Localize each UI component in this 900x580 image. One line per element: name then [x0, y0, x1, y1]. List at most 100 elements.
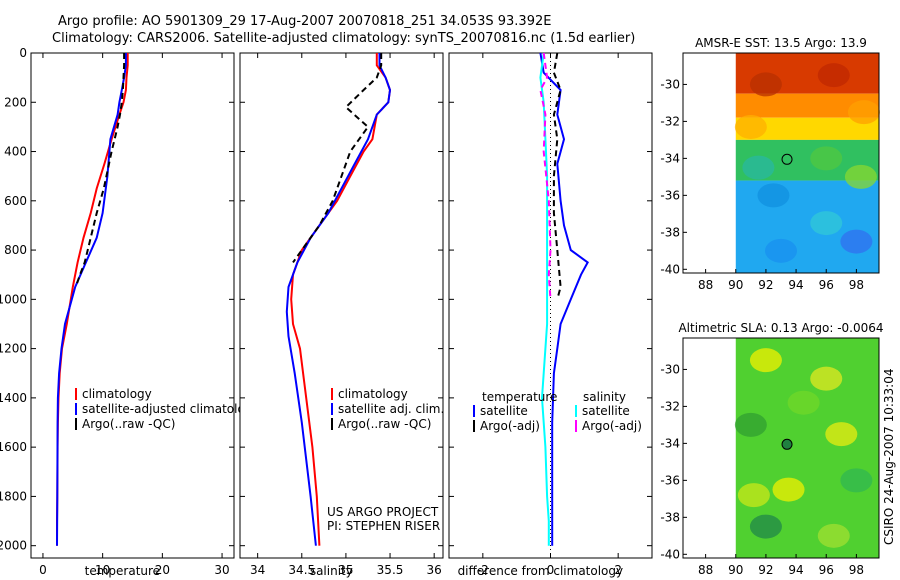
sst-map-panel: AMSR-E SST: 13.5 Argo: 13.9 88 90 92 94 96 98 -…: [660, 36, 880, 292]
x-tick-label: 94: [788, 278, 803, 292]
x-tick-label: 0: [547, 563, 555, 577]
map-texture-blob: [810, 211, 843, 236]
map-color-zone: [735, 180, 879, 273]
y-tick-label: 600: [4, 194, 27, 208]
map-texture-blob: [840, 229, 873, 254]
x-tick-label: 20: [155, 563, 170, 577]
y-tick-label: -38: [660, 225, 680, 239]
y-tick-label: -34: [660, 151, 680, 165]
x-tick-label: -2: [477, 563, 489, 577]
map-texture-blob: [749, 514, 782, 539]
x-tick-label: 90: [728, 278, 743, 292]
map-title: AMSR-E SST: 13.5 Argo: 13.9: [695, 36, 867, 50]
y-tick-label: 0: [19, 46, 27, 60]
y-tick-label: 2000: [0, 539, 27, 553]
series-line-magenta: [539, 52, 552, 300]
legend-entry: Argo(-adj): [582, 419, 642, 433]
y-tick-label: -36: [660, 473, 680, 487]
y-tick-label: 1400: [0, 391, 27, 405]
x-tick-label: 94: [788, 563, 803, 577]
legend-entry: satellite: [582, 404, 630, 418]
series-line-blue: [539, 52, 589, 546]
y-tick-label: -30: [660, 77, 680, 91]
x-tick-label: 36: [427, 563, 442, 577]
map-texture-blob: [772, 477, 805, 502]
y-tick-label: 400: [4, 145, 27, 159]
x-tick-label: 0: [39, 563, 47, 577]
map-texture-blob: [817, 63, 850, 88]
x-tick-label: 88: [698, 278, 713, 292]
argo-position-marker: [781, 438, 793, 450]
plot-frame: [30, 52, 235, 559]
map-texture-blob: [810, 146, 843, 171]
y-tick-label: 1000: [0, 292, 27, 306]
x-tick-label: 35.5: [377, 563, 404, 577]
x-tick-label: 96: [819, 278, 834, 292]
legend-title-temperature: temperature: [482, 390, 557, 404]
map-texture-blob: [737, 483, 770, 508]
side-timestamp-label: CSIRO 24-Aug-2007 10:33:04: [882, 369, 896, 545]
x-tick-label: 98: [849, 278, 864, 292]
legend-title-salinity: salinity: [583, 390, 626, 404]
map-texture-blob: [810, 366, 843, 391]
y-tick-label: -40: [660, 262, 680, 276]
map-texture-blob: [757, 183, 790, 208]
y-tick-label: -30: [660, 362, 680, 376]
x-tick-label: 92: [758, 563, 773, 577]
map-color-zone: [735, 117, 879, 140]
map-texture-blob: [817, 523, 850, 548]
map-texture-blob: [844, 164, 877, 189]
x-tick-label: 35: [338, 563, 353, 577]
map-texture-blob: [847, 100, 880, 125]
y-tick-label: -38: [660, 510, 680, 524]
map-texture-blob: [734, 412, 767, 437]
header-line-1: Argo profile: AO 5901309_29 17-Aug-2007 …: [58, 14, 551, 29]
legend-entry: climatology: [338, 387, 408, 401]
map-texture-blob: [749, 348, 782, 373]
series-line-black: [292, 53, 383, 263]
plot-frame: [239, 52, 444, 559]
legend-entry: climatology: [82, 387, 152, 401]
map-frame: [682, 52, 880, 274]
map-texture-blob: [742, 155, 775, 180]
sla-map-panel: Altimetric SLA: 0.13 Argo: -0.0064 88 90 92…: [660, 321, 883, 577]
map-texture-blob: [787, 390, 820, 415]
map-frame: [682, 337, 880, 559]
x-tick-label: 2: [614, 563, 622, 577]
x-axis-label: difference from climatology: [458, 564, 624, 578]
map-texture-blob: [840, 468, 873, 493]
y-tick-label: 800: [4, 243, 27, 257]
y-tick-label: -36: [660, 188, 680, 202]
x-tick-label: 30: [214, 563, 229, 577]
y-tick-label: 200: [4, 95, 27, 109]
legend-entry: satellite-adjusted climatology: [82, 402, 260, 416]
y-tick-label: -32: [660, 399, 680, 413]
x-axis-label: temperature: [85, 564, 160, 578]
y-tick-label: 1800: [0, 489, 27, 503]
x-tick-label: 88: [698, 563, 713, 577]
legend-entry: Argo(..raw -QC): [82, 417, 175, 431]
map-texture-blob: [765, 238, 797, 263]
project-annotation: PI: STEPHEN RISER: [327, 519, 440, 533]
header-line-2: Climatology: CARS2006. Satellite-adjuste…: [52, 31, 635, 46]
map-texture-blob: [749, 72, 782, 97]
map-title: Altimetric SLA: 0.13 Argo: -0.0064: [678, 321, 883, 335]
series-line-blue: [285, 53, 392, 546]
legend-entry: Argo(-adj): [480, 419, 540, 433]
map-texture-blob: [734, 114, 767, 139]
x-tick-label: 92: [758, 278, 773, 292]
series-line-blue: [56, 53, 127, 546]
x-axis-label: salinity: [310, 564, 353, 578]
salinity-profile-panel: 34 34.5 35 35.5 36 salinity climatologysatelli…: [239, 52, 444, 578]
y-tick-label: 1600: [0, 440, 27, 454]
x-tick-label: 10: [95, 563, 110, 577]
x-tick-label: 90: [728, 563, 743, 577]
y-tick-label: 1200: [0, 342, 27, 356]
legend-entry: Argo(..raw -QC): [338, 417, 431, 431]
x-tick-label: 98: [849, 563, 864, 577]
y-tick-label: -32: [660, 114, 680, 128]
map-texture-blob: [825, 422, 858, 447]
argo-position-marker: [781, 153, 793, 165]
